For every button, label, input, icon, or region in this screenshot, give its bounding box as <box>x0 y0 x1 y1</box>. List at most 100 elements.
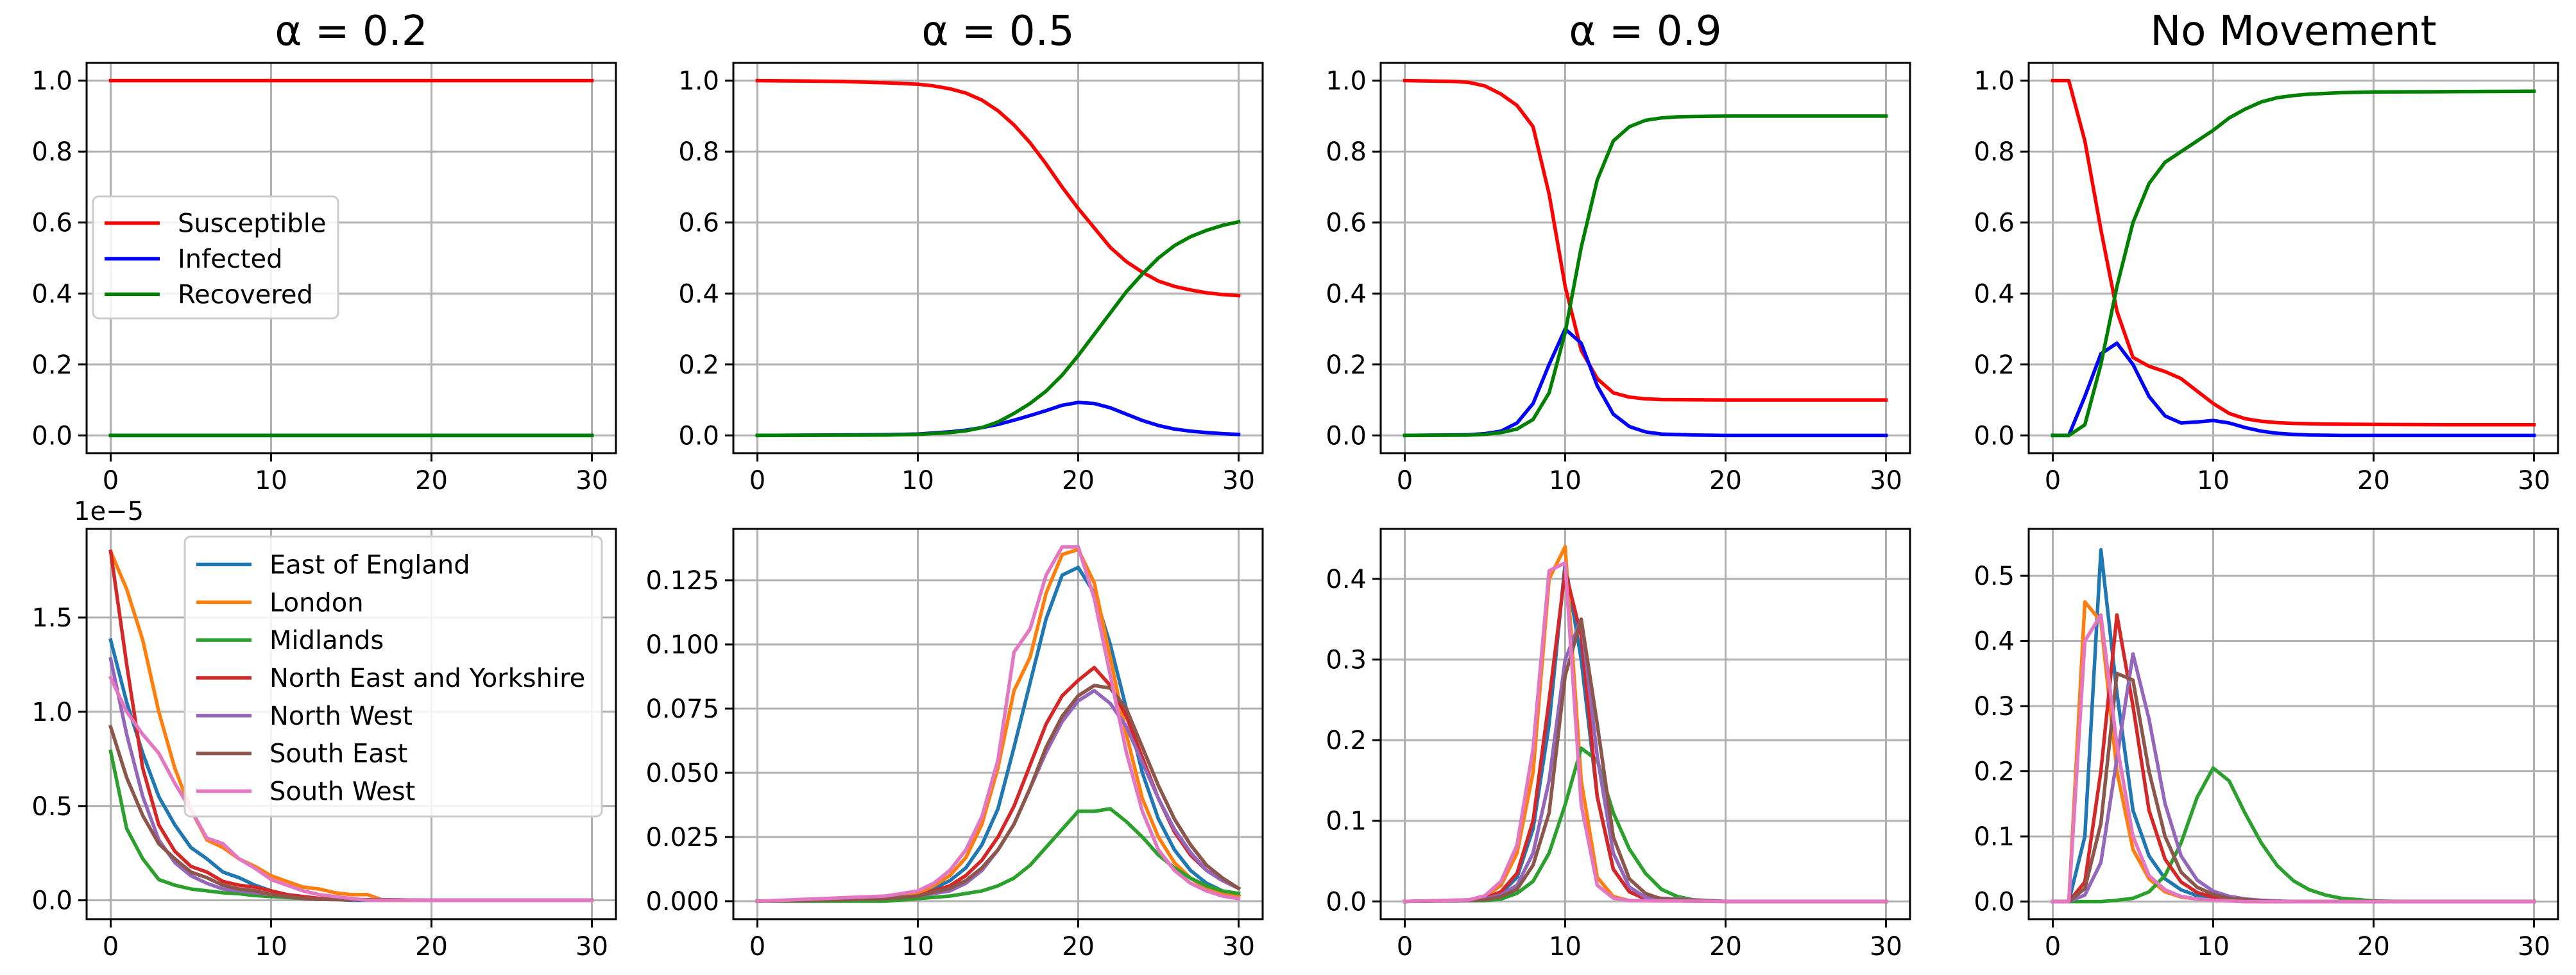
x-tick-label: 10 <box>901 932 934 962</box>
y-tick-label: 0.2 <box>1326 726 1367 755</box>
x-tick-label: 0 <box>103 932 119 962</box>
legend: Susceptible Infected Recovered <box>92 195 339 320</box>
x-tick-label: 0 <box>749 466 765 496</box>
y-tick-label: 0.100 <box>645 630 719 660</box>
legend-label: Midlands <box>269 626 384 655</box>
x-tick-label: 10 <box>901 466 934 496</box>
legend-label: Infected <box>178 245 283 274</box>
series-line-infected <box>1403 327 1888 438</box>
series-lines <box>2051 548 2536 904</box>
series-line-susceptible <box>755 78 1241 298</box>
subplot-4: 0 10 20 30 0.0 0.5 1.0 1.5 1e−5 East of England Lo… <box>31 497 617 962</box>
y-tick-label: 0.1 <box>1326 807 1367 836</box>
x-tick-label: 20 <box>415 466 448 496</box>
x-tick-label: 30 <box>2518 932 2550 962</box>
subplot-2: 0 10 20 30 0.0 0.2 0.4 0.6 0.8 1.0 α = 0.9 <box>1326 8 1911 496</box>
subplot-6: 0 10 20 30 0.0 0.1 0.2 0.3 0.4 <box>1326 528 1911 962</box>
axes-frame <box>732 62 1264 454</box>
y-tick-label: 0.6 <box>678 209 719 238</box>
x-tick-label: 20 <box>1062 466 1095 496</box>
legend-label: North West <box>269 702 413 731</box>
y-tick-label: 0.2 <box>678 350 719 380</box>
y-tick-label: 0.0 <box>678 421 719 451</box>
y-tick-label: 0.3 <box>1974 692 2015 721</box>
y-tick-label: 0.6 <box>1974 209 2015 238</box>
x-tick-label: 30 <box>1222 932 1255 962</box>
grid-lines <box>2029 529 2558 919</box>
legend-label: Recovered <box>178 280 313 309</box>
y-tick-label: 0.125 <box>645 566 719 596</box>
legend-label: South East <box>269 739 407 769</box>
y-tick-label: 0.2 <box>1974 757 2015 787</box>
y-tick-label: 0.000 <box>645 887 719 917</box>
series-line-south-west <box>2051 613 2536 904</box>
series-lines <box>1403 78 1888 438</box>
y-tick-label: 0.8 <box>678 137 719 167</box>
series-line-susceptible <box>1403 78 1888 402</box>
legend-frame <box>92 195 339 320</box>
y-tick-label: 0.8 <box>31 137 73 167</box>
x-tick-label: 10 <box>255 466 287 496</box>
x-tick-label: 20 <box>1709 932 1742 962</box>
y-tick-label: 0.4 <box>678 279 719 309</box>
y-tick-label: 0.4 <box>31 279 73 309</box>
series-line-north-east-and-yorkshire <box>1403 569 1888 904</box>
x-tick-label: 30 <box>576 932 608 962</box>
y-tick-label: 0.2 <box>1326 350 1367 380</box>
x-tick-label: 0 <box>1397 466 1413 496</box>
series-line-midlands <box>2051 766 2536 904</box>
series-line-south-west <box>1403 561 1888 904</box>
series-line-east-of-england <box>1403 561 1888 904</box>
series-lines <box>108 549 594 902</box>
subplot-1: 0 10 20 30 0.0 0.2 0.4 0.6 0.8 1.0 α = 0.5 <box>678 8 1264 496</box>
y-tick-label: 0.3 <box>1326 646 1367 675</box>
x-tick-label: 10 <box>255 932 287 962</box>
series-line-south-east <box>1403 617 1888 904</box>
x-tick-label: 20 <box>415 932 448 962</box>
series-line-north-west <box>755 689 1241 903</box>
y-tick-label: 0.0 <box>31 421 73 451</box>
x-tick-label: 10 <box>1549 466 1582 496</box>
axes-frame <box>1379 62 1911 454</box>
y-tick-label: 0.8 <box>1326 137 1367 167</box>
y-tick-label: 0.5 <box>31 792 73 822</box>
x-tick-label: 10 <box>2197 932 2230 962</box>
y-tick-label: 0.0 <box>31 886 73 916</box>
x-tick-label: 0 <box>2045 932 2061 962</box>
x-tick-label: 30 <box>1870 932 1902 962</box>
subplot-0: 0 10 20 30 0.0 0.2 0.4 0.6 0.8 1.0 α = 0.2 Suscepti… <box>31 8 617 496</box>
axes-frame <box>85 528 617 920</box>
x-tick-label: 20 <box>2357 466 2390 496</box>
x-tick-label: 0 <box>2045 466 2061 496</box>
y-tick-label: 0.025 <box>645 823 719 852</box>
subplot-5: 0 10 20 30 0.000 0.025 0.050 0.075 0.100 0.125 <box>645 528 1264 962</box>
series-line-recovered <box>1403 114 1888 438</box>
x-tick-label: 0 <box>749 932 765 962</box>
series-lines <box>2051 78 2536 438</box>
x-tick-label: 20 <box>2357 932 2390 962</box>
x-tick-label: 0 <box>1397 932 1413 962</box>
series-line-south-east <box>755 684 1241 903</box>
y-tick-label: 0.4 <box>1974 627 2015 657</box>
y-tick-label: 1.5 <box>31 603 73 633</box>
y-tick-label: 1.0 <box>1974 67 2015 96</box>
x-tick-label: 20 <box>1709 466 1742 496</box>
series-lines <box>108 78 594 438</box>
x-tick-label: 20 <box>1062 932 1095 962</box>
y-tick-label: 1.0 <box>1326 67 1367 96</box>
axes-frame <box>85 62 617 454</box>
y-tick-label: 0.2 <box>31 350 73 380</box>
series-line-midlands <box>755 807 1241 903</box>
grid-lines <box>733 63 1263 453</box>
series-lines <box>755 545 1241 903</box>
x-tick-label: 30 <box>1222 466 1255 496</box>
y-tick-label: 0.4 <box>1326 565 1367 594</box>
legend-label: South West <box>269 777 415 807</box>
series-line-london <box>1403 544 1888 904</box>
series-line-south-east <box>108 724 594 902</box>
series-line-london <box>108 549 594 902</box>
legend-label: North East and Yorkshire <box>269 664 585 693</box>
subplot-3: 0 10 20 30 0.0 0.2 0.4 0.6 0.8 1.0 No Movement <box>1974 8 2559 496</box>
y-tick-label: 0.0 <box>1974 421 2015 451</box>
